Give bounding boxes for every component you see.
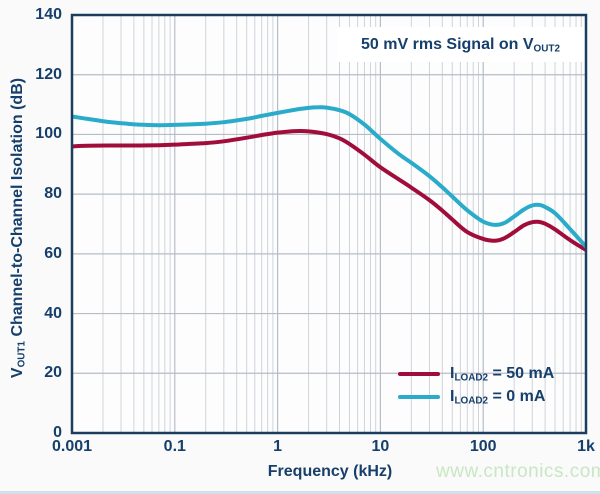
y-tick-label: 40	[44, 304, 62, 322]
chart-annotation: 50 mV rms Signal on VOUT2	[337, 27, 584, 62]
y-tick-label: 60	[44, 244, 62, 262]
x-tick-label: 1	[273, 438, 283, 455]
watermark-text: www.cntronics.com	[436, 461, 600, 482]
annotation-text: 50 mV rms Signal on VOUT2	[361, 35, 560, 54]
legend-item-0ma: ILOAD2 = 0 mA	[398, 388, 554, 406]
bottom-strip	[0, 491, 600, 494]
x-tick-label: 10	[371, 438, 390, 455]
y-tick-label: 100	[35, 125, 62, 143]
plot-border	[70, 13, 588, 435]
x-tick-label: 100	[469, 438, 497, 455]
series-curve-0	[72, 128, 586, 252]
x-tick-label: 0.1	[163, 438, 186, 455]
legend-item-50ma: ILOAD2 = 50 mA	[398, 365, 554, 383]
y-axis-title: VOUT1 Channel-to-Channel Isolation (dB)	[9, 77, 28, 379]
y-tick-label: 80	[44, 185, 62, 203]
legend-line-50ma	[398, 372, 440, 376]
y-tick-label: 140	[35, 6, 62, 23]
x-tick-label: 0.001	[51, 438, 93, 455]
legend: ILOAD2 = 50 mA ILOAD2 = 0 mA	[398, 365, 554, 406]
x-tick-label: 1k	[577, 438, 595, 455]
legend-label-0ma: ILOAD2 = 0 mA	[450, 388, 546, 407]
y-tick-label: 20	[44, 364, 62, 382]
legend-line-0ma	[398, 395, 440, 399]
x-axis-title: Frequency (kHz)	[267, 463, 393, 480]
y-tick-label: 0	[53, 424, 62, 441]
legend-label-50ma: ILOAD2 = 50 mA	[450, 365, 555, 384]
y-tick-label: 120	[35, 65, 62, 83]
series-curve-1	[72, 105, 586, 249]
